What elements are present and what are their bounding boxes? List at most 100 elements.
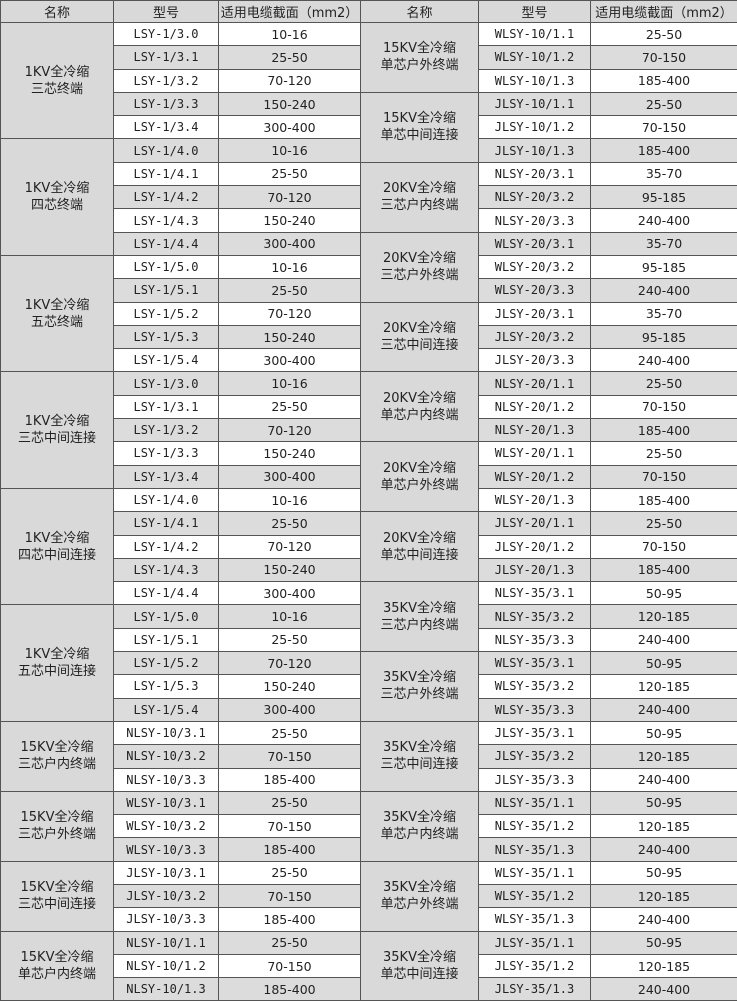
model-cell: LSY-1/5.3 <box>114 325 219 348</box>
range-cell: 25-50 <box>219 395 361 418</box>
model-cell: LSY-1/3.0 <box>114 23 219 46</box>
product-name-cell: 35KV全冷缩单芯户外终端 <box>361 861 479 931</box>
product-name-line: 四芯终端 <box>1 197 113 214</box>
range-cell: 150-240 <box>219 675 361 698</box>
model-cell: JLSY-35/3.2 <box>479 745 591 768</box>
model-cell: JLSY-10/3.2 <box>114 884 219 907</box>
model-cell: LSY-1/4.3 <box>114 209 219 232</box>
header-row: 名称 型号 适用电缆截面（mm2） <box>1 1 361 23</box>
model-cell: WLSY-20/3.3 <box>479 279 591 302</box>
model-cell: WLSY-10/1.1 <box>479 23 591 46</box>
model-cell: WLSY-20/3.2 <box>479 255 591 278</box>
range-cell: 10-16 <box>219 605 361 628</box>
model-cell: NLSY-20/1.3 <box>479 419 591 442</box>
model-cell: LSY-1/4.2 <box>114 535 219 558</box>
header-model: 型号 <box>114 1 219 23</box>
range-cell: 300-400 <box>219 698 361 721</box>
model-cell: WLSY-35/3.2 <box>479 675 591 698</box>
range-cell: 25-50 <box>219 279 361 302</box>
range-cell: 25-50 <box>219 512 361 535</box>
range-cell: 120-185 <box>591 954 737 977</box>
header-row: 名称 型号 适用电缆截面（mm2） <box>361 1 737 23</box>
product-name-cell: 20KV全冷缩单芯户内终端 <box>361 372 479 442</box>
model-cell: LSY-1/3.1 <box>114 46 219 69</box>
range-cell: 150-240 <box>219 442 361 465</box>
product-name-cell: 1KV全冷缩四芯终端 <box>1 139 114 255</box>
product-name-line: 单芯中间连接 <box>361 547 478 564</box>
range-cell: 300-400 <box>219 116 361 139</box>
range-cell: 95-185 <box>591 325 737 348</box>
model-cell: JLSY-35/3.1 <box>479 721 591 744</box>
product-name-line: 1KV全冷缩 <box>1 64 113 81</box>
range-cell: 70-120 <box>219 535 361 558</box>
model-cell: NLSY-35/1.3 <box>479 838 591 861</box>
product-name-cell: 1KV全冷缩四芯中间连接 <box>1 488 114 604</box>
model-cell: WLSY-20/1.3 <box>479 488 591 511</box>
model-cell: LSY-1/4.4 <box>114 582 219 605</box>
range-cell: 50-95 <box>591 931 737 954</box>
model-cell: WLSY-35/1.1 <box>479 861 591 884</box>
header-name: 名称 <box>1 1 114 23</box>
product-name-line: 20KV全冷缩 <box>361 250 478 267</box>
range-cell: 25-50 <box>591 372 737 395</box>
product-name-line: 15KV全冷缩 <box>1 809 113 826</box>
product-name-cell: 1KV全冷缩五芯终端 <box>1 255 114 371</box>
model-cell: NLSY-10/3.1 <box>114 721 219 744</box>
model-cell: LSY-1/3.3 <box>114 442 219 465</box>
model-cell: NLSY-35/1.1 <box>479 791 591 814</box>
product-name-line: 35KV全冷缩 <box>361 949 478 966</box>
product-name-line: 20KV全冷缩 <box>361 390 478 407</box>
model-cell: WLSY-10/1.2 <box>479 46 591 69</box>
product-name-line: 15KV全冷缩 <box>361 40 478 57</box>
model-cell: WLSY-20/1.2 <box>479 465 591 488</box>
range-cell: 185-400 <box>219 978 361 1001</box>
product-name-line: 单芯户内终端 <box>361 407 478 424</box>
range-cell: 70-120 <box>219 652 361 675</box>
model-cell: WLSY-10/1.3 <box>479 69 591 92</box>
range-cell: 70-150 <box>591 465 737 488</box>
range-cell: 70-150 <box>591 46 737 69</box>
range-cell: 50-95 <box>591 582 737 605</box>
model-cell: NLSY-10/1.1 <box>114 931 219 954</box>
product-name-cell: 15KV全冷缩三芯户外终端 <box>1 791 114 861</box>
model-cell: JLSY-20/3.2 <box>479 325 591 348</box>
product-name-cell: 15KV全冷缩单芯户内终端 <box>1 931 114 1001</box>
range-cell: 35-70 <box>591 302 737 325</box>
range-cell: 240-400 <box>591 628 737 651</box>
model-cell: NLSY-20/3.1 <box>479 162 591 185</box>
product-name-line: 35KV全冷缩 <box>361 600 478 617</box>
range-cell: 25-50 <box>591 92 737 115</box>
model-cell: JLSY-10/3.3 <box>114 908 219 931</box>
product-name-line: 单芯户外终端 <box>361 57 478 74</box>
product-name-line: 三芯中间连接 <box>1 430 113 447</box>
model-cell: JLSY-10/1.3 <box>479 139 591 162</box>
product-name-line: 单芯中间连接 <box>361 966 478 983</box>
model-cell: LSY-1/5.1 <box>114 628 219 651</box>
range-cell: 185-400 <box>219 838 361 861</box>
product-name-cell: 20KV全冷缩三芯户外终端 <box>361 232 479 302</box>
range-cell: 10-16 <box>219 23 361 46</box>
range-cell: 70-120 <box>219 419 361 442</box>
product-name-line: 20KV全冷缩 <box>361 180 478 197</box>
header-model: 型号 <box>479 1 591 23</box>
product-name-cell: 1KV全冷缩三芯中间连接 <box>1 372 114 488</box>
range-cell: 70-120 <box>219 186 361 209</box>
product-name-line: 三芯终端 <box>1 81 113 98</box>
model-cell: LSY-1/4.0 <box>114 488 219 511</box>
range-cell: 240-400 <box>591 698 737 721</box>
product-name-cell: 35KV全冷缩单芯户内终端 <box>361 791 479 861</box>
range-cell: 240-400 <box>591 908 737 931</box>
range-cell: 50-95 <box>591 721 737 744</box>
model-cell: JLSY-35/1.2 <box>479 954 591 977</box>
product-name-line: 三芯中间连接 <box>361 337 478 354</box>
